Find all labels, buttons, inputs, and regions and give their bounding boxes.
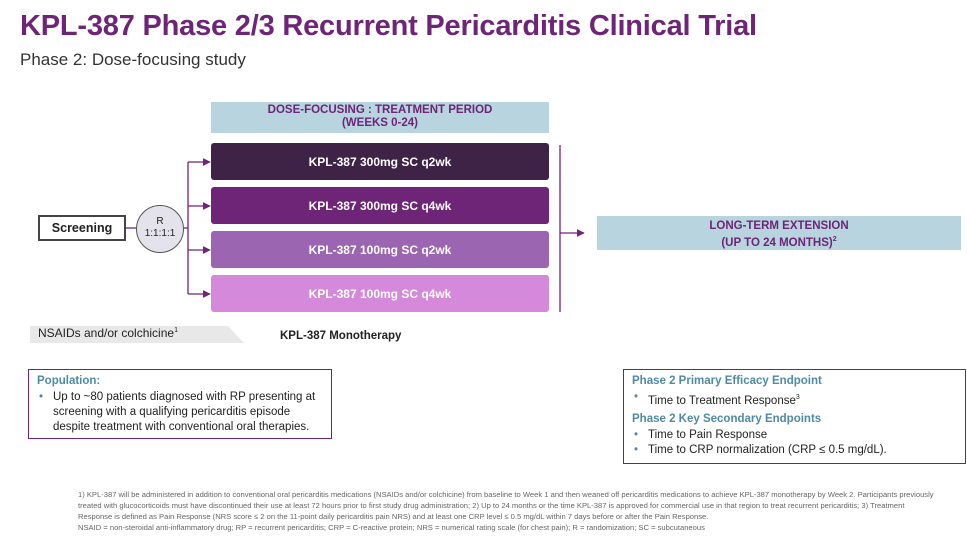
page-title: KPL-387 Phase 2/3 Recurrent Pericarditis… (20, 10, 757, 42)
randomization-ratio: 1:1:1:1 (144, 228, 176, 239)
page-subtitle: Phase 2: Dose-focusing study (20, 50, 246, 69)
abbreviations-text: NSAID = non-steroidal anti-inflammatory … (78, 523, 705, 532)
monotherapy-label: KPL-387 Monotherapy (280, 330, 402, 342)
primary-endpoint-item: Time to Treatment Response3 (632, 390, 957, 409)
screening-box: Screening (38, 215, 126, 241)
long-term-extension-box: LONG-TERM EXTENSION (UP TO 24 MONTHS)2 (597, 216, 961, 250)
primary-endpoint-heading: Phase 2 Primary Efficacy Endpoint (632, 375, 822, 387)
randomization-label: R (156, 216, 164, 227)
secondary-endpoint-item: Time to CRP normalization (CRP ≤ 0.5 mg/… (632, 443, 957, 458)
extension-line1: LONG-TERM EXTENSION (709, 220, 849, 232)
treatment-period-line1: DOSE-FOCUSING : TREATMENT PERIOD (267, 104, 493, 116)
population-heading: Population: (37, 375, 101, 387)
arm-100mg-q2wk: KPL-387 100mg SC q2wk (211, 231, 549, 268)
population-box: Population: Up to ~80 patients diagnosed… (28, 369, 332, 439)
extension-line2: (UP TO 24 MONTHS)2 (721, 236, 837, 249)
randomization-circle: R 1:1:1:1 (136, 205, 184, 253)
footnotes: 1) KPL-387 will be administered in addit… (78, 489, 938, 533)
nsaids-band (30, 326, 244, 343)
arm-300mg-q4wk: KPL-387 300mg SC q4wk (211, 187, 549, 224)
endpoints-box: Phase 2 Primary Efficacy Endpoint Time t… (623, 369, 966, 464)
nsaids-label: NSAIDs and/or colchicine1 (38, 326, 178, 340)
secondary-endpoints-heading: Phase 2 Key Secondary Endpoints (632, 412, 822, 425)
footnote-text: 1) KPL-387 will be administered in addit… (78, 490, 934, 521)
arm-300mg-q2wk: KPL-387 300mg SC q2wk (211, 143, 549, 180)
treatment-period-header: DOSE-FOCUSING : TREATMENT PERIOD (WEEKS … (211, 102, 549, 133)
secondary-endpoint-item: Time to Pain Response (632, 428, 957, 443)
treatment-period-line2: (WEEKS 0-24) (341, 117, 419, 129)
population-item: Up to ~80 patients diagnosed with RP pre… (37, 390, 323, 435)
arm-100mg-q4wk: KPL-387 100mg SC q4wk (211, 275, 549, 312)
